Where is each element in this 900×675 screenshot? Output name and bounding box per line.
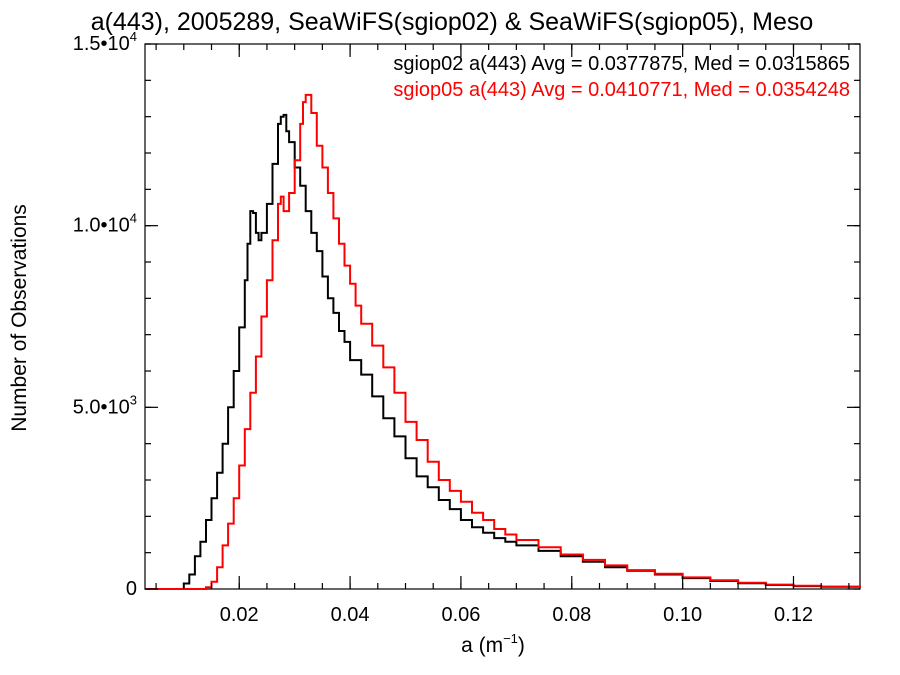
y-axis-label: Number of Observations [8, 204, 31, 432]
y-tick-label: 0 [126, 578, 137, 600]
plot-frame [144, 43, 861, 590]
x-axis-label-superscript: −1 [503, 631, 518, 646]
legend-entry-2: sgiop05 a(443) Avg = 0.0410771, Med = 0.… [393, 79, 850, 101]
legend: sgiop02 a(443) Avg = 0.0377875, Med = 0.… [393, 53, 850, 101]
chart-title: a(443), 2005289, SeaWiFS(sgiop02) & SeaW… [91, 8, 814, 36]
series-line-1 [145, 113, 861, 590]
y-tick-label: 1.0•104 [73, 211, 137, 237]
x-tick-label: 0.12 [774, 604, 813, 626]
x-tick-label: 0.10 [663, 604, 702, 626]
y-tick-label: 1.5•104 [73, 29, 137, 55]
x-axis-label-close: ) [518, 634, 525, 657]
series-line-2 [145, 93, 861, 590]
x-tick-label: 0.06 [441, 604, 480, 626]
plot-border [144, 43, 861, 590]
x-tick-label: 0.02 [220, 604, 259, 626]
tick-layer: 0.02 0.04 0.06 0.08 0.10 0.12 0 5.0•103 1.0•104 1… [73, 29, 860, 626]
legend-entry-1: sgiop02 a(443) Avg = 0.0377875, Med = 0.… [393, 53, 850, 75]
series-layer [145, 93, 861, 590]
x-tick-label: 0.08 [552, 604, 591, 626]
x-axis-label: a (m−1) [461, 631, 525, 657]
x-tick-label: 0.04 [331, 604, 370, 626]
x-axis-label-base: a (m [461, 634, 503, 657]
y-tick-label: 5.0•103 [73, 392, 137, 418]
